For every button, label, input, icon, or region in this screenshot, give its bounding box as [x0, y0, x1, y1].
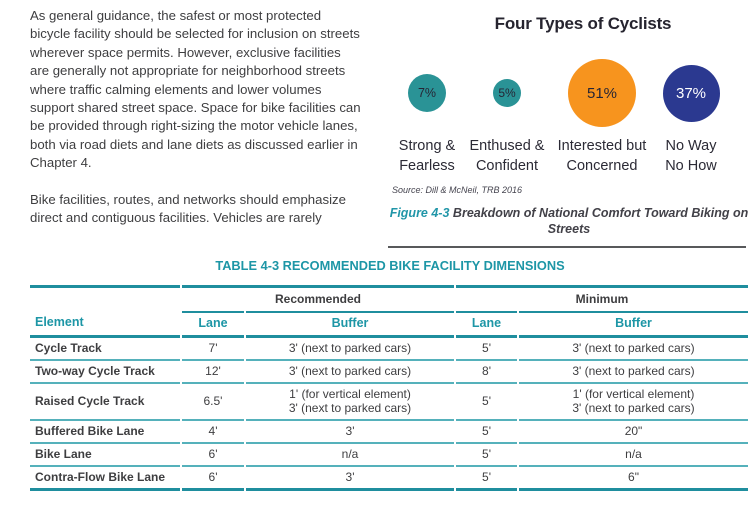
group-header-spacer	[30, 285, 180, 311]
table-row-buffered-bike-lane: Buffered Bike Lane 4' 3' 5' 20"	[30, 421, 749, 444]
paragraph-2: Bike facilities, routes, and networks sh…	[30, 191, 346, 226]
bubble-group-enthused-confident: 5% Enthused & Confident	[468, 55, 546, 176]
cell-rec-buffer: n/a	[246, 444, 454, 467]
paragraph-1: As general guidance, the safest or most …	[30, 8, 361, 171]
group-header-recommended: Recommended	[182, 285, 454, 311]
cell-min-buffer: n/a	[519, 444, 749, 467]
bubble-value: 5%	[498, 86, 516, 100]
bubble-strong-fearless: 7%	[408, 74, 446, 112]
cell-min-lane: 5'	[456, 467, 517, 491]
figure-caption-label: Figure 4-3	[389, 206, 450, 220]
cell-min-lane: 5'	[456, 421, 517, 444]
bubble-value: 51%	[586, 84, 618, 102]
bubble-area: 7%	[408, 55, 446, 131]
cell-rec-lane: 6.5'	[182, 384, 244, 421]
cell-element: Two-way Cycle Track	[30, 361, 180, 384]
cell-min-buffer: 6"	[519, 467, 749, 491]
column-header-min-lane: Lane	[456, 311, 517, 338]
table-title: TABLE 4-3 RECOMMENDED BIKE FACILITY DIME…	[215, 258, 565, 273]
cell-rec-buffer: 3'	[246, 467, 454, 491]
cell-rec-lane: 7'	[182, 338, 244, 361]
bubble-value: 7%	[417, 86, 437, 100]
table-row-raised-cycle-track: Raised Cycle Track 6.5' 1' (for vertical…	[30, 384, 749, 421]
cell-min-lane: 5'	[456, 338, 517, 361]
cell-element: Contra-Flow Bike Lane	[30, 467, 180, 491]
bubble-interested-concerned: 51%	[568, 59, 636, 127]
cell-min-lane: 5'	[456, 384, 517, 421]
figure-divider-rule	[388, 246, 746, 248]
bubble-group-strong-fearless: 7% Strong & Fearless	[386, 55, 468, 176]
table-row-bike-lane: Bike Lane 6' n/a 5' n/a	[30, 444, 749, 467]
cell-rec-buffer: 3' (next to parked cars)	[246, 361, 454, 384]
bubble-area: 37%	[662, 55, 720, 131]
bubble-no-way-no-how: 37%	[662, 64, 720, 122]
cell-element: Bike Lane	[30, 444, 180, 467]
bubble-label: Interested but Concerned	[557, 138, 647, 174]
figure-caption-text: Breakdown of National Comfort Toward Bik…	[452, 206, 749, 236]
bubble-group-interested-concerned: 51% Interested but Concerned	[546, 55, 658, 176]
cell-element: Raised Cycle Track	[30, 384, 180, 421]
cell-rec-lane: 4'	[182, 421, 244, 444]
body-text-column: As general guidance, the safest or most …	[30, 7, 390, 245]
column-header-min-buffer: Buffer	[519, 311, 749, 338]
cell-min-buffer: 20"	[519, 421, 749, 444]
column-header-element: Element	[30, 311, 180, 338]
bike-facility-dimensions-table: Recommended Minimum Element Lane Buffer …	[28, 285, 750, 491]
cell-rec-lane: 6'	[182, 467, 244, 491]
bubble-label: Enthused & Confident	[469, 138, 545, 174]
cell-rec-lane: 6'	[182, 444, 244, 467]
cell-min-buffer: 1' (for vertical element) 3' (next to pa…	[519, 384, 749, 421]
table-group-header-row: Recommended Minimum	[30, 285, 749, 311]
bubble-group-no-way-no-how: 37% No Way No How	[658, 55, 724, 176]
table-row-contra-flow-bike-lane: Contra-Flow Bike Lane 6' 3' 5' 6"	[30, 467, 749, 491]
bubble-value: 37%	[675, 84, 707, 102]
cell-min-lane: 5'	[456, 444, 517, 467]
figure-4-3: Four Types of Cyclists 7% Strong & Fearl…	[388, 14, 750, 248]
cell-min-buffer: 3' (next to parked cars)	[519, 338, 749, 361]
cell-rec-buffer: 3'	[246, 421, 454, 444]
cell-min-buffer: 3' (next to parked cars)	[519, 361, 749, 384]
bubble-enthused-confident: 5%	[493, 79, 521, 107]
column-header-rec-buffer: Buffer	[246, 311, 454, 338]
cell-min-lane: 8'	[456, 361, 517, 384]
column-header-rec-lane: Lane	[182, 311, 244, 338]
bubble-area: 5%	[493, 55, 521, 131]
group-header-minimum: Minimum	[456, 285, 749, 311]
bubble-label: No Way No How	[665, 138, 717, 174]
table-row-two-way-cycle-track: Two-way Cycle Track 12' 3' (next to park…	[30, 361, 749, 384]
cell-rec-lane: 12'	[182, 361, 244, 384]
table-column-header-row: Element Lane Buffer Lane Buffer	[30, 311, 749, 338]
table-row-cycle-track: Cycle Track 7' 3' (next to parked cars) …	[30, 338, 749, 361]
figure-source: Source: Dill & McNeil, TRB 2016	[392, 185, 523, 195]
cell-rec-buffer: 1' (for vertical element) 3' (next to pa…	[246, 384, 454, 421]
figure-caption: Figure 4-3 Breakdown of National Comfort…	[388, 206, 750, 237]
cell-element: Cycle Track	[30, 338, 180, 361]
bubble-area: 51%	[568, 55, 636, 131]
bubble-chart: 7% Strong & Fearless 5% Enthused & Confi…	[386, 55, 750, 176]
cell-rec-buffer: 3' (next to parked cars)	[246, 338, 454, 361]
bubble-label: Strong & Fearless	[398, 138, 456, 174]
chart-title: Four Types of Cyclists	[494, 14, 672, 33]
cell-element: Buffered Bike Lane	[30, 421, 180, 444]
